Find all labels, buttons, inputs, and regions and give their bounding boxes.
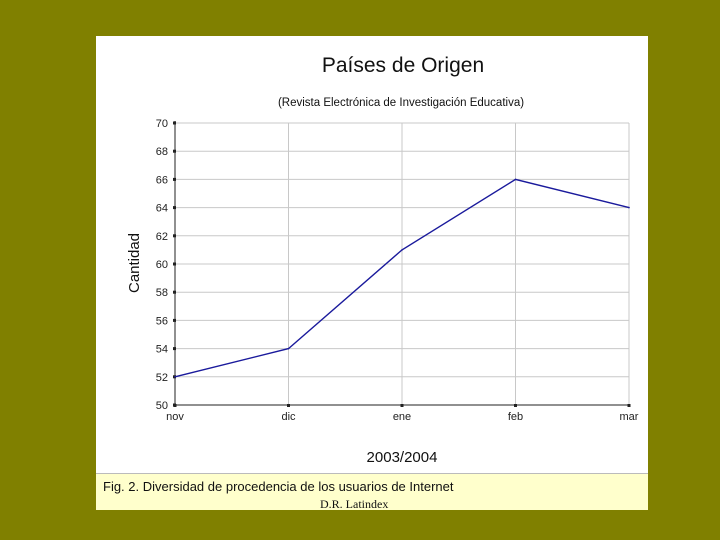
y-tick-label: 60 bbox=[156, 259, 168, 271]
chart-subtitle: (Revista Electrónica de Investigación Ed… bbox=[278, 97, 524, 109]
chart-card: Países de Origen (Revista Electrónica de… bbox=[96, 36, 648, 510]
data-point bbox=[287, 347, 290, 350]
y-tick-label: 68 bbox=[156, 146, 168, 158]
y-tick-label: 54 bbox=[156, 344, 168, 356]
x-tick-label: dic bbox=[281, 411, 296, 423]
data-point bbox=[174, 376, 176, 378]
y-tick-label: 56 bbox=[156, 315, 168, 327]
y-tick-label: 52 bbox=[156, 372, 168, 384]
data-point bbox=[401, 249, 403, 251]
x-tick-label: feb bbox=[508, 411, 523, 423]
x-tick-label: nov bbox=[166, 411, 184, 423]
y-tick-label: 58 bbox=[156, 287, 168, 299]
x-tick-label: mar bbox=[620, 411, 639, 423]
chart-title: Países de Origen bbox=[322, 54, 484, 77]
y-tick-label: 50 bbox=[156, 400, 168, 412]
y-tick-label: 70 bbox=[156, 118, 168, 130]
data-point bbox=[628, 206, 630, 209]
line-chart: Países de Origen (Revista Electrónica de… bbox=[126, 54, 639, 466]
caption-text: Fig. 2. Diversidad de procedencia de los… bbox=[103, 479, 454, 494]
y-axis-label: Cantidad bbox=[126, 233, 143, 293]
y-tick-label: 64 bbox=[156, 203, 168, 215]
x-axis-label: 2003/2004 bbox=[367, 449, 438, 466]
figure-caption: Fig. 2. Diversidad de procedencia de los… bbox=[96, 473, 648, 511]
y-tick-label: 66 bbox=[156, 174, 168, 186]
y-tick-label: 62 bbox=[156, 231, 168, 243]
x-tick-label: ene bbox=[393, 411, 411, 423]
caption-source: D.R. Latindex bbox=[320, 497, 389, 511]
data-point bbox=[514, 178, 517, 181]
